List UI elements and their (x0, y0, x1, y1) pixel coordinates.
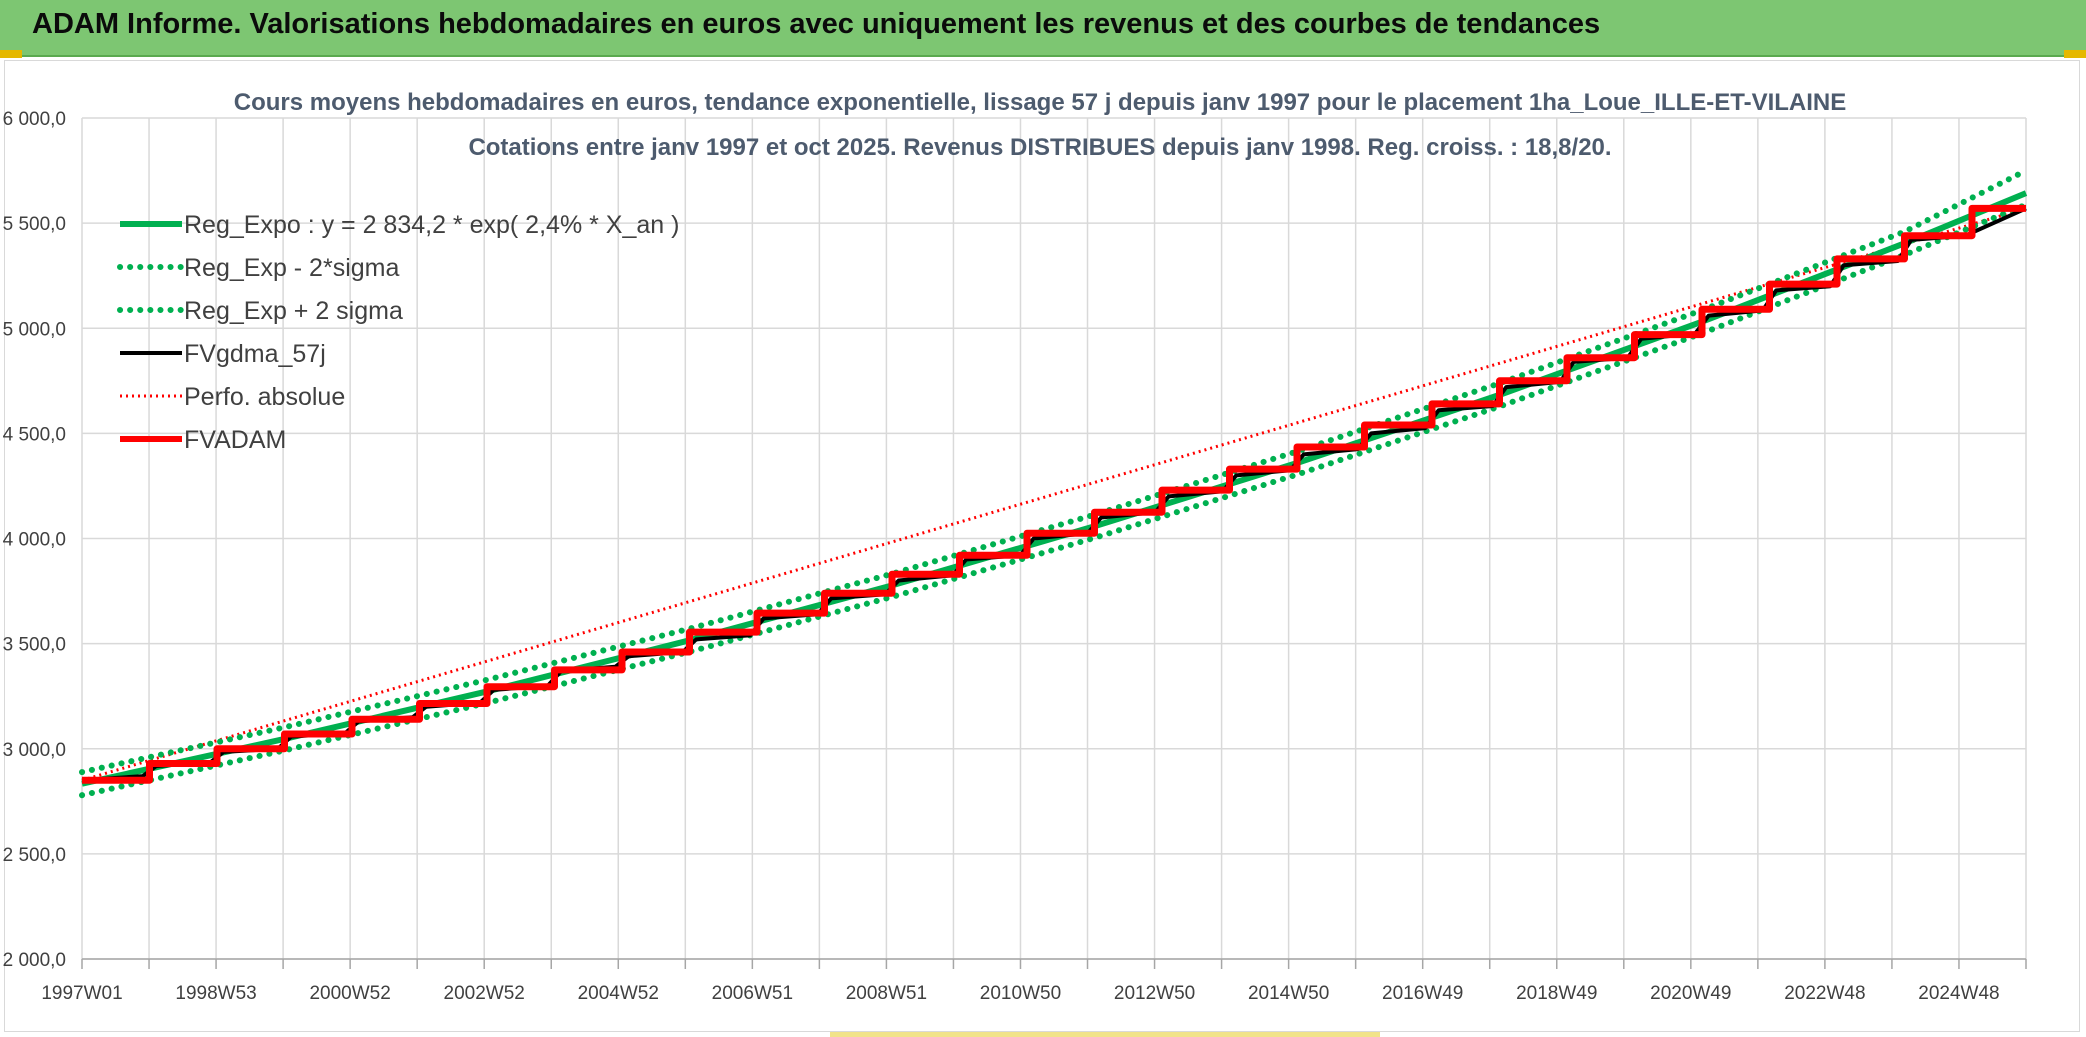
y-tick-label: 5 500,0 (3, 214, 66, 235)
header-accent-right (2064, 50, 2086, 58)
y-tick-label: 3 000,0 (3, 740, 66, 761)
y-tick-label: 3 500,0 (3, 635, 66, 656)
chart-title-line-2: Cotations entre janv 1997 et oct 2025. R… (468, 134, 1611, 161)
y-tick-label: 2 000,0 (3, 950, 66, 971)
chart-title-line-1: Cours moyens hebdomadaires en euros, ten… (234, 89, 1847, 116)
y-tick-label: 6 000,0 (3, 109, 66, 130)
report-title: ADAM Informe. Valorisations hebdomadaire… (32, 8, 1601, 40)
y-tick-label: 4 000,0 (3, 530, 66, 551)
bottom-accent (830, 1032, 1380, 1037)
grid-layer (81, 117, 2027, 960)
y-tick-label: 5 000,0 (3, 319, 66, 340)
report-header: ADAM Informe. Valorisations hebdomadaire… (0, 0, 2086, 57)
chart-frame (4, 60, 2080, 1032)
series-layer (79, 167, 2029, 799)
x-tick-label: 2008W51 (846, 983, 927, 1004)
x-tick-label: 2020W49 (1650, 983, 1731, 1004)
legend-label: FVADAM (184, 426, 286, 454)
legend-label: Perfo. absolue (184, 383, 345, 411)
chart-legend: Reg_Expo : y = 2 834,2 * exp( 2,4% * X_a… (117, 211, 679, 454)
series-line-5 (82, 204, 2026, 784)
y-tick-label: 2 500,0 (3, 845, 66, 866)
legend-label: Reg_Exp + 2 sigma (184, 297, 403, 325)
x-tick-label: 2014W50 (1248, 983, 1329, 1004)
x-tick-label: 2000W52 (309, 983, 390, 1004)
x-tick-label: 2018W49 (1516, 983, 1597, 1004)
series-line-4 (81, 206, 2027, 782)
x-tick-label: 2002W52 (444, 983, 525, 1004)
x-tick-label: 1997W01 (41, 983, 122, 1004)
header-accent-left (0, 50, 22, 58)
x-tick-label: 2010W50 (980, 983, 1061, 1004)
x-tick-label: 2004W52 (578, 983, 659, 1004)
x-tick-label: 2022W48 (1784, 983, 1865, 1004)
x-tick-label: 2006W51 (712, 983, 793, 1004)
x-tick-label: 2016W49 (1382, 983, 1463, 1004)
x-tick-label: 2012W50 (1114, 983, 1195, 1004)
y-tick-label: 4 500,0 (3, 424, 66, 445)
legend-label: Reg_Expo : y = 2 834,2 * exp( 2,4% * X_a… (184, 211, 679, 239)
axis-layer: 2 000,0 2 500,0 3 000,0 3 500,0 4 000,0 4 500… (3, 109, 2027, 1004)
x-tick-label: 2024W48 (1918, 983, 1999, 1004)
legend-label: FVgdma_57j (184, 340, 326, 368)
x-tick-label: 1998W53 (175, 983, 256, 1004)
legend-label: Reg_Exp - 2*sigma (184, 254, 399, 282)
